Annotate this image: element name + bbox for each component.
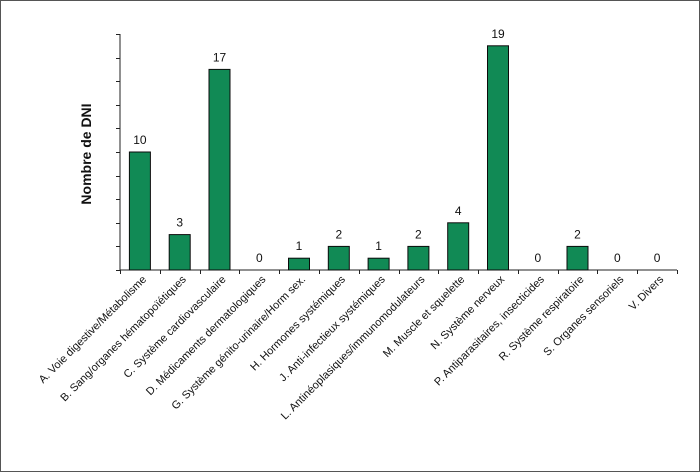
bar: [327, 245, 350, 271]
data-label: 0: [614, 251, 621, 265]
x-tick-label: N. Système nerveux: [429, 273, 508, 352]
data-label: 2: [415, 227, 422, 241]
data-label: 19: [491, 27, 505, 41]
data-label: 3: [176, 216, 183, 230]
bars: [128, 45, 589, 271]
x-tick-label: L. Antinéoplasiques/immunomodulateurs: [279, 273, 428, 422]
data-label: 2: [574, 227, 581, 241]
value-labels: 10 3 17 0 1 2 1 2 4 19 0 2 0 0: [133, 27, 661, 265]
axes: [116, 34, 678, 274]
data-label: 0: [534, 251, 541, 265]
data-label: 4: [455, 204, 462, 218]
bar: [447, 222, 470, 271]
bar: [168, 234, 191, 271]
x-tick-label: V. Divers: [627, 273, 667, 313]
data-label: 0: [256, 251, 263, 265]
data-label: 0: [654, 251, 661, 265]
bar: [566, 245, 589, 271]
y-axis-label: Nombre de DNI: [78, 103, 94, 204]
bar: [128, 151, 151, 271]
bar: [367, 257, 390, 271]
bar: [487, 45, 509, 271]
data-label: 1: [296, 239, 303, 253]
data-label: 2: [335, 227, 342, 241]
x-tick-label: S. Organes sensoriels: [541, 273, 626, 358]
bar: [208, 68, 231, 271]
data-label: 17: [213, 50, 227, 64]
data-label: 1: [375, 239, 382, 253]
bar: [288, 257, 310, 271]
bar: [407, 245, 430, 271]
data-label: 10: [133, 133, 147, 147]
